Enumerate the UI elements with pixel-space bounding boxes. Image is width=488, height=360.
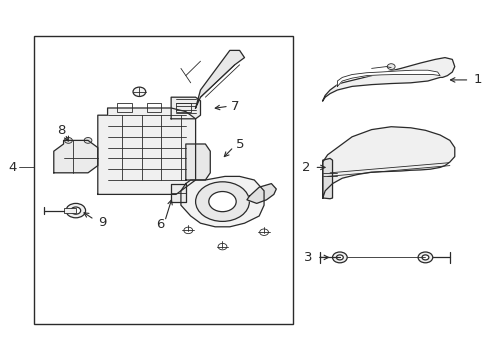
Text: 7: 7 — [231, 100, 239, 113]
Bar — [34, 36, 293, 324]
Circle shape — [332, 252, 346, 263]
Polygon shape — [171, 97, 200, 119]
Text: 5: 5 — [235, 138, 244, 151]
Polygon shape — [322, 158, 332, 199]
Polygon shape — [54, 140, 98, 173]
Polygon shape — [195, 50, 244, 108]
Polygon shape — [181, 176, 264, 227]
Polygon shape — [171, 184, 185, 202]
Text: 2: 2 — [302, 161, 310, 174]
Text: 6: 6 — [156, 219, 164, 231]
Text: 1: 1 — [472, 73, 481, 86]
Bar — [176, 103, 190, 112]
Circle shape — [386, 64, 394, 69]
Circle shape — [195, 182, 249, 221]
Polygon shape — [337, 70, 439, 86]
Bar — [146, 103, 161, 112]
Circle shape — [417, 252, 432, 263]
Polygon shape — [246, 184, 276, 203]
Polygon shape — [322, 127, 454, 198]
Bar — [63, 208, 76, 213]
Text: 4: 4 — [9, 161, 17, 174]
Circle shape — [84, 138, 92, 143]
Circle shape — [336, 255, 343, 260]
Bar — [117, 103, 132, 112]
Polygon shape — [98, 108, 195, 194]
Circle shape — [64, 138, 72, 143]
Circle shape — [133, 87, 145, 96]
Circle shape — [208, 192, 236, 212]
Polygon shape — [322, 58, 454, 101]
Circle shape — [71, 207, 81, 214]
Circle shape — [66, 203, 85, 218]
Text: 8: 8 — [57, 124, 65, 137]
Text: 9: 9 — [98, 216, 106, 229]
Polygon shape — [185, 144, 210, 180]
Text: 3: 3 — [304, 251, 312, 264]
Circle shape — [421, 255, 428, 260]
